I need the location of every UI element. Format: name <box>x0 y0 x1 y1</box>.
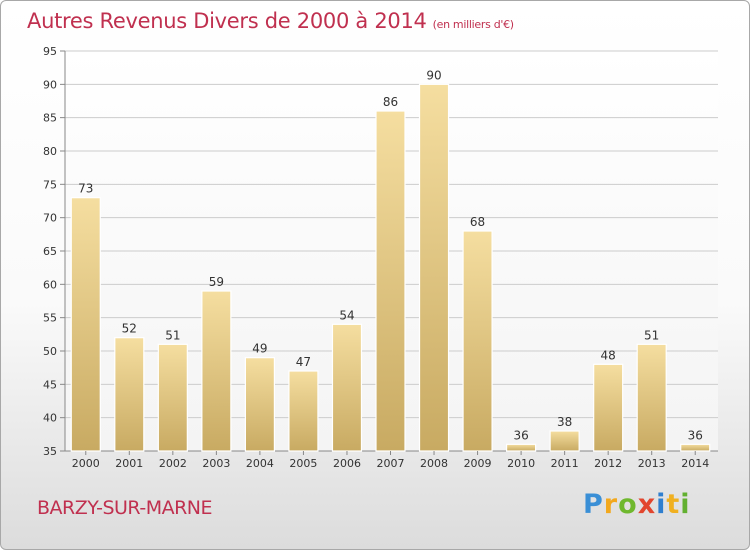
y-axis-ticks: 35 40 45 50 55 60 65 70 75 80 85 90 95 <box>43 45 65 458</box>
data-label: 59 <box>209 275 224 289</box>
data-label: 38 <box>557 415 572 429</box>
y-tick-label: 55 <box>43 312 57 325</box>
x-tick-label: 2009 <box>464 457 492 470</box>
location-name: BARZY-SUR-MARNE <box>37 497 213 519</box>
y-tick-label: 90 <box>43 78 57 91</box>
bar <box>593 363 624 452</box>
y-tick-label: 95 <box>43 45 57 58</box>
x-tick-label: 2006 <box>333 457 361 470</box>
data-label: 36 <box>688 428 703 442</box>
y-tick-label: 80 <box>43 145 57 158</box>
y-tick-label: 40 <box>43 412 57 425</box>
bar <box>244 357 275 452</box>
x-tick-label: 2010 <box>507 457 535 470</box>
bar <box>288 370 319 452</box>
x-tick-label: 2008 <box>420 457 448 470</box>
logo-letter: P <box>583 489 604 520</box>
y-tick-label: 60 <box>43 278 57 291</box>
y-tick-label: 35 <box>43 445 57 458</box>
data-label: 49 <box>252 342 267 356</box>
x-tick-label: 2000 <box>72 457 100 470</box>
bar <box>331 323 363 452</box>
data-label: 36 <box>513 428 528 442</box>
proxiti-logo[interactable]: Proxiti <box>583 489 691 520</box>
data-label: 52 <box>122 322 137 336</box>
chart-subtitle: (en milliers d'€) <box>432 18 514 31</box>
x-tick-label: 2002 <box>159 457 187 470</box>
bar <box>462 230 493 452</box>
x-tick-label: 2013 <box>638 457 666 470</box>
chart-title: Autres Revenus Divers de 2000 à 2014 <box>27 9 427 33</box>
bar <box>506 443 537 452</box>
x-tick-label: 2012 <box>594 457 622 470</box>
y-tick-label: 45 <box>43 378 57 391</box>
logo-letter: o <box>618 489 638 520</box>
bar <box>70 197 101 452</box>
data-label: 54 <box>339 308 354 322</box>
y-tick-label: 50 <box>43 345 57 358</box>
data-label: 73 <box>78 182 93 196</box>
y-tick-label: 75 <box>43 178 57 191</box>
logo-letter: i <box>680 489 691 520</box>
bar <box>114 337 145 452</box>
x-tick-label: 2014 <box>681 457 709 470</box>
data-labels: 73 52 51 59 49 47 54 86 90 68 36 38 48 51 36 <box>78 68 703 442</box>
bar <box>201 290 232 452</box>
logo-letter: i <box>656 489 667 520</box>
bar <box>549 430 580 452</box>
y-tick-label: 65 <box>43 245 57 258</box>
y-tick-label: 85 <box>43 112 57 125</box>
logo-letter: r <box>603 489 619 520</box>
logo-letter: t <box>666 489 681 520</box>
y-tick-label: 70 <box>43 212 57 225</box>
bar <box>157 343 188 452</box>
bar <box>636 343 667 452</box>
x-tick-label: 2005 <box>289 457 317 470</box>
data-label: 48 <box>601 348 616 362</box>
data-label: 51 <box>165 328 180 342</box>
data-label: 90 <box>426 68 441 82</box>
x-tick-label: 2001 <box>115 457 143 470</box>
data-label: 86 <box>383 95 398 109</box>
x-tick-label: 2011 <box>551 457 579 470</box>
chart-title-block: Autres Revenus Divers de 2000 à 2014 (en … <box>27 9 514 33</box>
x-tick-label: 2003 <box>202 457 230 470</box>
data-label: 68 <box>470 215 485 229</box>
data-label: 51 <box>644 328 659 342</box>
data-label: 47 <box>296 355 311 369</box>
bar <box>680 443 711 452</box>
logo-letter: x <box>637 489 657 520</box>
bars <box>70 83 711 452</box>
bar <box>418 83 450 452</box>
bar <box>375 110 406 452</box>
x-tick-label: 2004 <box>246 457 274 470</box>
x-axis-ticks: 2000 2001 2002 2003 2004 2005 2006 2007 2008 2009… <box>72 451 709 470</box>
x-tick-label: 2007 <box>377 457 405 470</box>
